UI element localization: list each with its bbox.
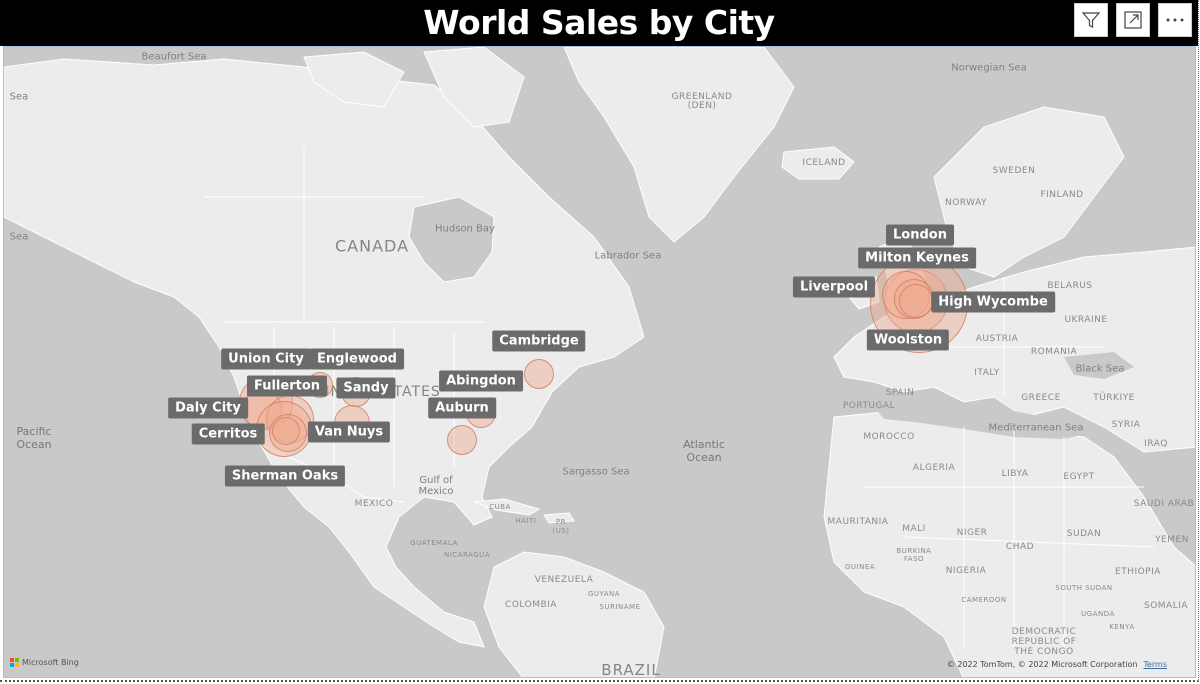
city-label-liverpool[interactable]: Liverpool: [792, 276, 876, 298]
city-label-abingdon[interactable]: Abingdon: [439, 370, 523, 392]
city-label-auburn[interactable]: Auburn: [428, 397, 496, 419]
visual-title: World Sales by City: [423, 3, 775, 42]
map-canvas[interactable]: Beaufort Sea Norwegian Sea Sea Sea GREEN…: [3, 46, 1196, 678]
bing-attribution: Microsoft Bing: [10, 658, 79, 667]
bing-label: Microsoft Bing: [22, 658, 79, 667]
city-label-milton-keynes[interactable]: Milton Keynes: [858, 247, 976, 269]
more-options-button[interactable]: [1158, 3, 1192, 37]
city-label-cambridge[interactable]: Cambridge: [492, 330, 586, 352]
more-icon: [1166, 18, 1184, 22]
filter-icon: [1081, 12, 1101, 28]
expand-icon: [1124, 11, 1142, 29]
bubble-high-wycombe[interactable]: [899, 284, 933, 318]
copyright-text: © 2022 TomTom, © 2022 Microsoft Corporat…: [946, 660, 1138, 669]
filter-button[interactable]: [1074, 3, 1108, 37]
bubble-cluster-inner[interactable]: [272, 417, 300, 445]
copyright-notice: © 2022 TomTom, © 2022 Microsoft Corporat…: [947, 660, 1167, 669]
city-label-union-city[interactable]: Union City: [221, 348, 311, 370]
city-label-daly-city[interactable]: Daly City: [168, 397, 248, 419]
title-bar: World Sales by City: [0, 0, 1198, 46]
bubble-auburn[interactable]: [447, 425, 477, 455]
terms-link[interactable]: Terms: [1143, 660, 1167, 669]
city-label-van-nuys[interactable]: Van Nuys: [307, 421, 391, 443]
city-label-high-wycombe[interactable]: High Wycombe: [931, 291, 1055, 313]
city-label-woolston[interactable]: Woolston: [866, 329, 950, 351]
focus-mode-button[interactable]: [1116, 3, 1150, 37]
city-label-cerritos[interactable]: Cerritos: [191, 423, 265, 445]
city-label-englewood[interactable]: Englewood: [310, 348, 404, 370]
city-label-sandy[interactable]: Sandy: [336, 377, 396, 399]
city-label-fullerton[interactable]: Fullerton: [246, 375, 328, 397]
city-label-sherman-oaks[interactable]: Sherman Oaks: [224, 465, 346, 487]
microsoft-logo-icon: [10, 658, 19, 667]
city-label-london[interactable]: London: [886, 224, 954, 246]
bubble-cambridge[interactable]: [524, 359, 554, 389]
basemap: [4, 47, 1195, 677]
